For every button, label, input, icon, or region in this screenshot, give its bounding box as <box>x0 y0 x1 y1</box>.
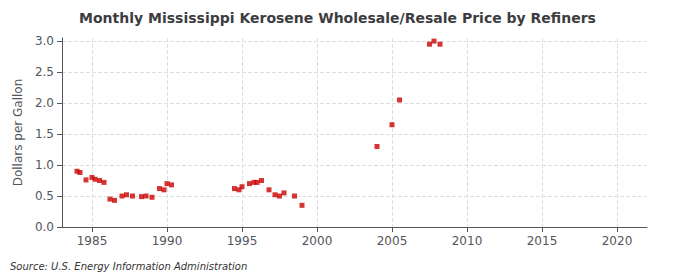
svg-text:2010: 2010 <box>452 234 483 248</box>
svg-text:0.5: 0.5 <box>35 189 54 203</box>
svg-text:1.5: 1.5 <box>35 127 54 141</box>
svg-text:2.0: 2.0 <box>35 96 54 110</box>
svg-text:2005: 2005 <box>377 234 408 248</box>
svg-text:1985: 1985 <box>77 234 108 248</box>
svg-text:3.0: 3.0 <box>35 34 54 48</box>
svg-text:2015: 2015 <box>527 234 558 248</box>
svg-text:Source: U.S. Energy Informatio: Source: U.S. Energy Information Administ… <box>10 261 247 272</box>
svg-text:Monthly Mississippi Kerosene W: Monthly Mississippi Kerosene Wholesale/R… <box>79 10 596 26</box>
svg-text:1990: 1990 <box>152 234 183 248</box>
svg-text:1.0: 1.0 <box>35 158 54 172</box>
svg-text:1995: 1995 <box>227 234 258 248</box>
svg-text:2000: 2000 <box>302 234 333 248</box>
svg-text:Dollars per Gallon: Dollars per Gallon <box>11 79 25 187</box>
svg-text:0.0: 0.0 <box>35 220 54 234</box>
svg-text:2020: 2020 <box>602 234 633 248</box>
svg-text:2.5: 2.5 <box>35 65 54 79</box>
